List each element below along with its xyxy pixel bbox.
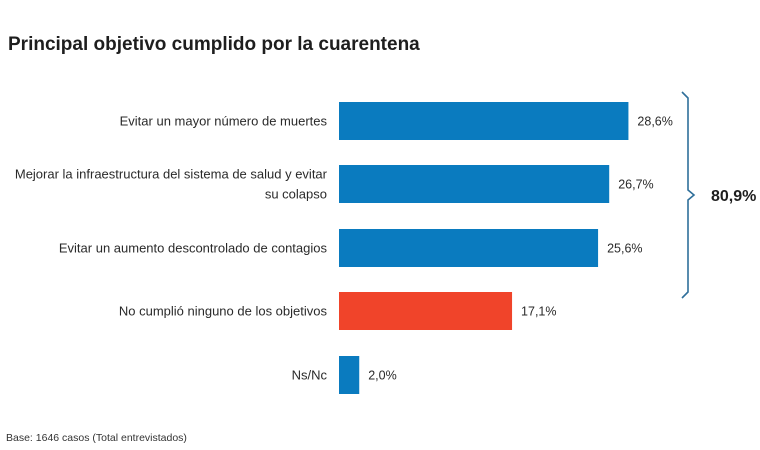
category-label-1-line-0: Mejorar la infraestructura del sistema d… <box>15 167 328 182</box>
group-bracket <box>681 91 696 299</box>
category-label-2: Evitar un aumento descontrolado de conta… <box>59 241 328 256</box>
bar-4 <box>339 356 360 394</box>
bar-1 <box>339 165 610 203</box>
value-label-2: 25,6% <box>607 242 642 256</box>
category-label-1-line-1: su colapso <box>265 187 327 202</box>
group-total-label: 80,9% <box>711 188 756 205</box>
value-label-1: 26,7% <box>618 178 653 192</box>
value-label-0: 28,6% <box>637 115 672 129</box>
value-label-3: 17,1% <box>521 305 556 319</box>
category-label-0: Evitar un mayor número de muertes <box>120 114 328 129</box>
bar-3 <box>339 292 513 330</box>
bar-0 <box>339 102 629 140</box>
category-label-4: Ns/Nc <box>292 368 328 383</box>
category-label-3: No cumplió ninguno de los objetivos <box>119 304 328 319</box>
chart-footnote: Base: 1646 casos (Total entrevistados) <box>6 432 187 444</box>
value-label-4: 2,0% <box>368 369 397 383</box>
chart-title: Principal objetivo cumplido por la cuare… <box>8 34 420 55</box>
bar-2 <box>339 229 599 267</box>
